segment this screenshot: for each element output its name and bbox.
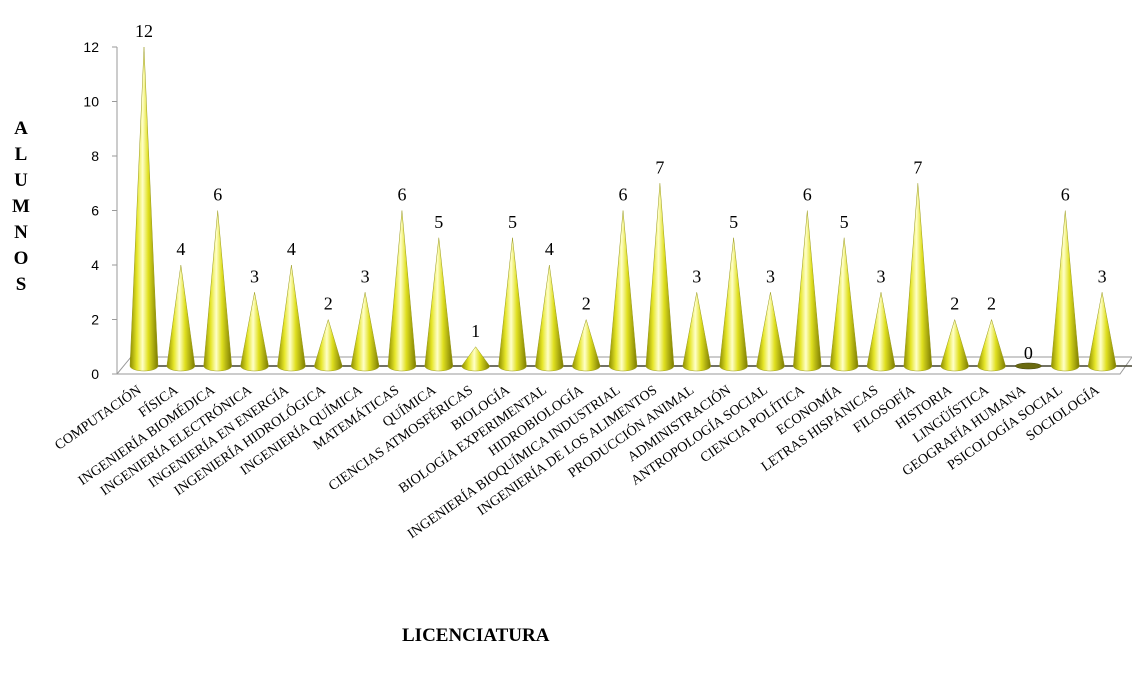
y-axis-title-letter: N xyxy=(14,222,28,243)
cone-bar xyxy=(498,237,527,372)
data-label: 12 xyxy=(135,21,153,41)
data-label: 0 xyxy=(1024,343,1033,363)
data-label: 3 xyxy=(361,266,370,286)
data-label: 3 xyxy=(692,266,701,286)
cone-bar xyxy=(350,292,380,372)
y-tick-label: 6 xyxy=(91,203,99,219)
cone-bar xyxy=(461,346,490,372)
x-axis-title: LICENCIATURA xyxy=(402,625,550,646)
data-label: 2 xyxy=(324,294,333,314)
y-tick-label: 8 xyxy=(91,148,99,164)
data-label: 7 xyxy=(655,157,664,177)
y-tick-label: 0 xyxy=(91,366,99,382)
cone-bar xyxy=(608,210,638,372)
cone-bar xyxy=(829,237,859,372)
data-label: 2 xyxy=(987,294,996,314)
cone-bar xyxy=(977,318,1006,372)
data-label: 1 xyxy=(471,321,480,341)
data-label: 6 xyxy=(1061,185,1070,205)
y-tick-label: 4 xyxy=(91,257,99,273)
data-label: 5 xyxy=(729,212,738,232)
cone-bar xyxy=(535,264,564,372)
data-label: 3 xyxy=(877,266,886,286)
data-label: 3 xyxy=(250,266,259,286)
y-axis-title-letter: L xyxy=(14,144,28,165)
data-label: 7 xyxy=(913,157,922,177)
data-label: 3 xyxy=(766,266,775,286)
cone-bar xyxy=(940,318,969,372)
cone-bar xyxy=(203,210,232,372)
data-label: 6 xyxy=(803,185,812,205)
y-tick-label: 2 xyxy=(91,312,99,328)
cone-bar xyxy=(240,292,269,372)
data-label: 4 xyxy=(287,239,296,259)
cone-bar xyxy=(903,183,933,372)
data-label: 3 xyxy=(1098,266,1107,286)
cone-bar xyxy=(866,292,896,372)
cone-bar xyxy=(166,264,196,372)
y-tick-label: 10 xyxy=(83,94,99,110)
cone-bar xyxy=(645,183,675,372)
cone-bar xyxy=(682,292,712,372)
y-axis-title-letter: U xyxy=(14,170,28,191)
data-label: 5 xyxy=(840,212,849,232)
cone-bar xyxy=(277,264,306,372)
cone-bar-empty xyxy=(1015,362,1042,370)
cone-bar xyxy=(129,46,159,372)
data-label: 4 xyxy=(176,239,185,259)
data-label: 6 xyxy=(397,185,406,205)
data-label: 4 xyxy=(545,239,554,259)
data-label: 2 xyxy=(582,294,591,314)
cone-bar xyxy=(424,237,454,372)
data-label: 6 xyxy=(619,185,628,205)
cone-bar xyxy=(719,237,748,372)
cone-bar xyxy=(571,318,601,372)
cone-bar xyxy=(1087,292,1117,372)
cone-bar xyxy=(793,210,822,372)
y-axis-title-letter: A xyxy=(14,118,28,139)
y-axis-title-letter: O xyxy=(13,248,29,269)
data-label: 5 xyxy=(434,212,443,232)
y-axis-title-letter: S xyxy=(15,274,27,295)
data-label: 2 xyxy=(950,294,959,314)
y-axis-title-letter: M xyxy=(12,196,30,217)
cone-bar xyxy=(756,292,785,372)
chart-floor xyxy=(115,356,1132,375)
cone-bar xyxy=(313,318,343,372)
data-label: 6 xyxy=(213,185,222,205)
cone-bar xyxy=(1050,210,1080,372)
data-label: 5 xyxy=(508,212,517,232)
y-tick-label: 12 xyxy=(83,39,99,55)
cone-bar xyxy=(387,210,417,372)
